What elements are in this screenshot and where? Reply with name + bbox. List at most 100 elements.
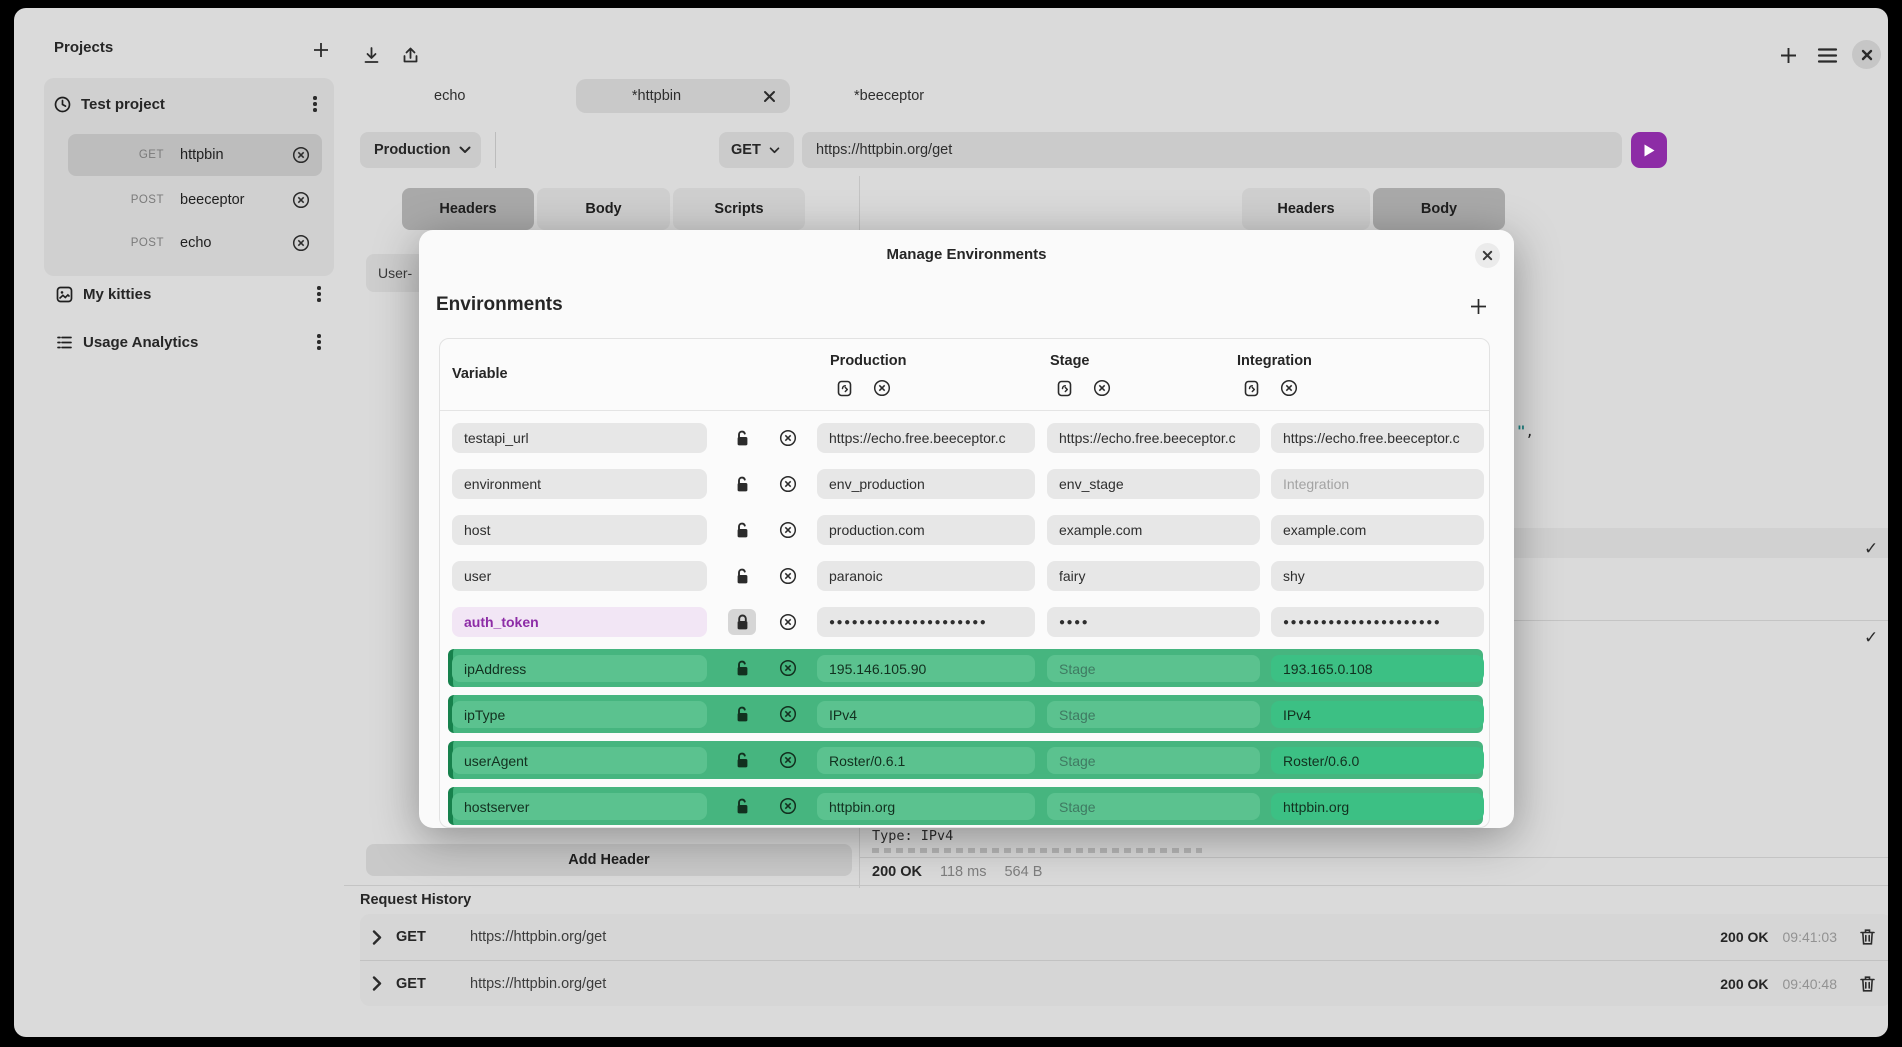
import-button[interactable] (358, 42, 384, 68)
tab-echo[interactable]: echo (434, 79, 465, 113)
production-value-input[interactable] (817, 607, 1035, 637)
history-row[interactable]: GET https://httpbin.org/get 200 OK 09:41… (360, 914, 1888, 960)
dialog-close-button[interactable] (1475, 243, 1500, 268)
close-tab-icon[interactable] (763, 90, 776, 103)
chevron-right-icon[interactable] (372, 929, 382, 945)
stage-value-input[interactable] (1047, 607, 1260, 637)
production-value-input[interactable] (817, 655, 1035, 682)
trash-icon[interactable] (1859, 928, 1876, 946)
folder-menu-button[interactable] (310, 283, 328, 305)
export-button[interactable] (397, 42, 423, 68)
chevron-right-icon[interactable] (372, 976, 382, 991)
tab-beeceptor[interactable]: *beeceptor (854, 79, 924, 113)
delete-variable-icon[interactable] (776, 472, 800, 496)
tab-request-headers[interactable]: Headers (402, 188, 534, 230)
delete-variable-icon[interactable] (776, 656, 800, 680)
remove-request-icon[interactable] (292, 234, 310, 252)
delete-variable-icon[interactable] (776, 610, 800, 634)
method-selector[interactable]: GET (719, 132, 794, 168)
folder-menu-button[interactable] (310, 331, 328, 353)
stage-value-input[interactable] (1047, 701, 1260, 728)
duplicate-environment-icon[interactable] (1243, 379, 1260, 397)
stage-value-input[interactable] (1047, 747, 1260, 774)
sidebar-request-beeceptor[interactable]: POST beeceptor (68, 179, 322, 221)
delete-variable-icon[interactable] (776, 702, 800, 726)
variable-name-input[interactable] (452, 793, 707, 820)
production-value-input[interactable] (817, 469, 1035, 499)
tab-httpbin-active[interactable]: *httpbin (576, 79, 790, 113)
project-header[interactable]: Test project (54, 92, 324, 116)
stage-value-input[interactable] (1047, 561, 1260, 591)
project-menu-button[interactable] (306, 93, 324, 115)
production-value-input[interactable] (817, 701, 1035, 728)
production-value-input[interactable] (817, 515, 1035, 545)
variable-name-input[interactable] (452, 701, 707, 728)
stage-value-input[interactable] (1047, 515, 1260, 545)
variable-name-input[interactable] (452, 607, 707, 637)
stage-value-input[interactable] (1047, 469, 1260, 499)
integration-value-input[interactable] (1271, 515, 1484, 545)
window-close-button[interactable] (1852, 40, 1881, 69)
integration-value-input[interactable] (1271, 469, 1484, 499)
lock-icon[interactable] (728, 747, 756, 773)
delete-variable-icon[interactable] (776, 426, 800, 450)
tab-response-body[interactable]: Body (1373, 188, 1505, 230)
integration-value-input[interactable] (1271, 423, 1484, 453)
lock-icon[interactable] (728, 655, 756, 681)
delete-environment-icon[interactable] (1093, 379, 1111, 397)
integration-value-input[interactable] (1271, 561, 1484, 591)
environment-selector[interactable]: Production (360, 132, 481, 168)
sidebar-request-httpbin[interactable]: GET httpbin (68, 134, 322, 176)
delete-variable-icon[interactable] (776, 518, 800, 542)
lock-icon[interactable] (728, 425, 756, 451)
lock-icon[interactable] (728, 701, 756, 727)
production-value-input[interactable] (817, 423, 1035, 453)
integration-value-input[interactable] (1271, 655, 1484, 682)
production-value-input[interactable] (817, 561, 1035, 591)
trash-icon[interactable] (1859, 975, 1876, 993)
delete-variable-icon[interactable] (776, 564, 800, 588)
sidebar-request-echo[interactable]: POST echo (68, 222, 322, 264)
lock-icon[interactable] (728, 563, 756, 589)
add-environment-button[interactable] (1466, 294, 1490, 318)
history-row[interactable]: GET https://httpbin.org/get 200 OK 09:40… (360, 960, 1888, 1006)
duplicate-environment-icon[interactable] (1056, 379, 1073, 397)
url-input[interactable] (802, 132, 1622, 168)
delete-environment-icon[interactable] (1280, 379, 1298, 397)
variable-name-input[interactable] (452, 423, 707, 453)
tab-response-headers[interactable]: Headers (1242, 188, 1370, 230)
production-value-input[interactable] (817, 747, 1035, 774)
lock-icon[interactable] (728, 609, 756, 635)
integration-value-input[interactable] (1271, 701, 1484, 728)
variable-name-input[interactable] (452, 747, 707, 774)
duplicate-environment-icon[interactable] (836, 379, 853, 397)
add-header-button[interactable]: Add Header (366, 844, 852, 876)
send-request-button[interactable] (1631, 132, 1667, 168)
variable-name-input[interactable] (452, 515, 707, 545)
variable-name-input[interactable] (452, 469, 707, 499)
production-value-input[interactable] (817, 793, 1035, 820)
integration-value-input[interactable] (1271, 793, 1484, 820)
stage-value-input[interactable] (1047, 655, 1260, 682)
remove-request-icon[interactable] (292, 146, 310, 164)
variable-name-input[interactable] (452, 561, 707, 591)
remove-request-icon[interactable] (292, 191, 310, 209)
stage-value-input[interactable] (1047, 793, 1260, 820)
integration-value-input[interactable] (1271, 747, 1484, 774)
delete-environment-icon[interactable] (873, 379, 891, 397)
integration-value-input[interactable] (1271, 607, 1484, 637)
new-tab-button[interactable] (1774, 41, 1802, 69)
app-menu-button[interactable] (1812, 41, 1842, 69)
delete-variable-icon[interactable] (776, 794, 800, 818)
sidebar-item-my-kitties[interactable]: My kitties (44, 280, 334, 308)
stage-value-input[interactable] (1047, 423, 1260, 453)
sidebar-item-usage-analytics[interactable]: Usage Analytics (44, 328, 334, 356)
tab-request-body[interactable]: Body (537, 188, 670, 230)
lock-icon[interactable] (728, 517, 756, 543)
add-project-button[interactable] (308, 37, 334, 63)
delete-variable-icon[interactable] (776, 748, 800, 772)
tab-request-scripts[interactable]: Scripts (673, 188, 805, 230)
variable-name-input[interactable] (452, 655, 707, 682)
lock-icon[interactable] (728, 793, 756, 819)
lock-icon[interactable] (728, 471, 756, 497)
